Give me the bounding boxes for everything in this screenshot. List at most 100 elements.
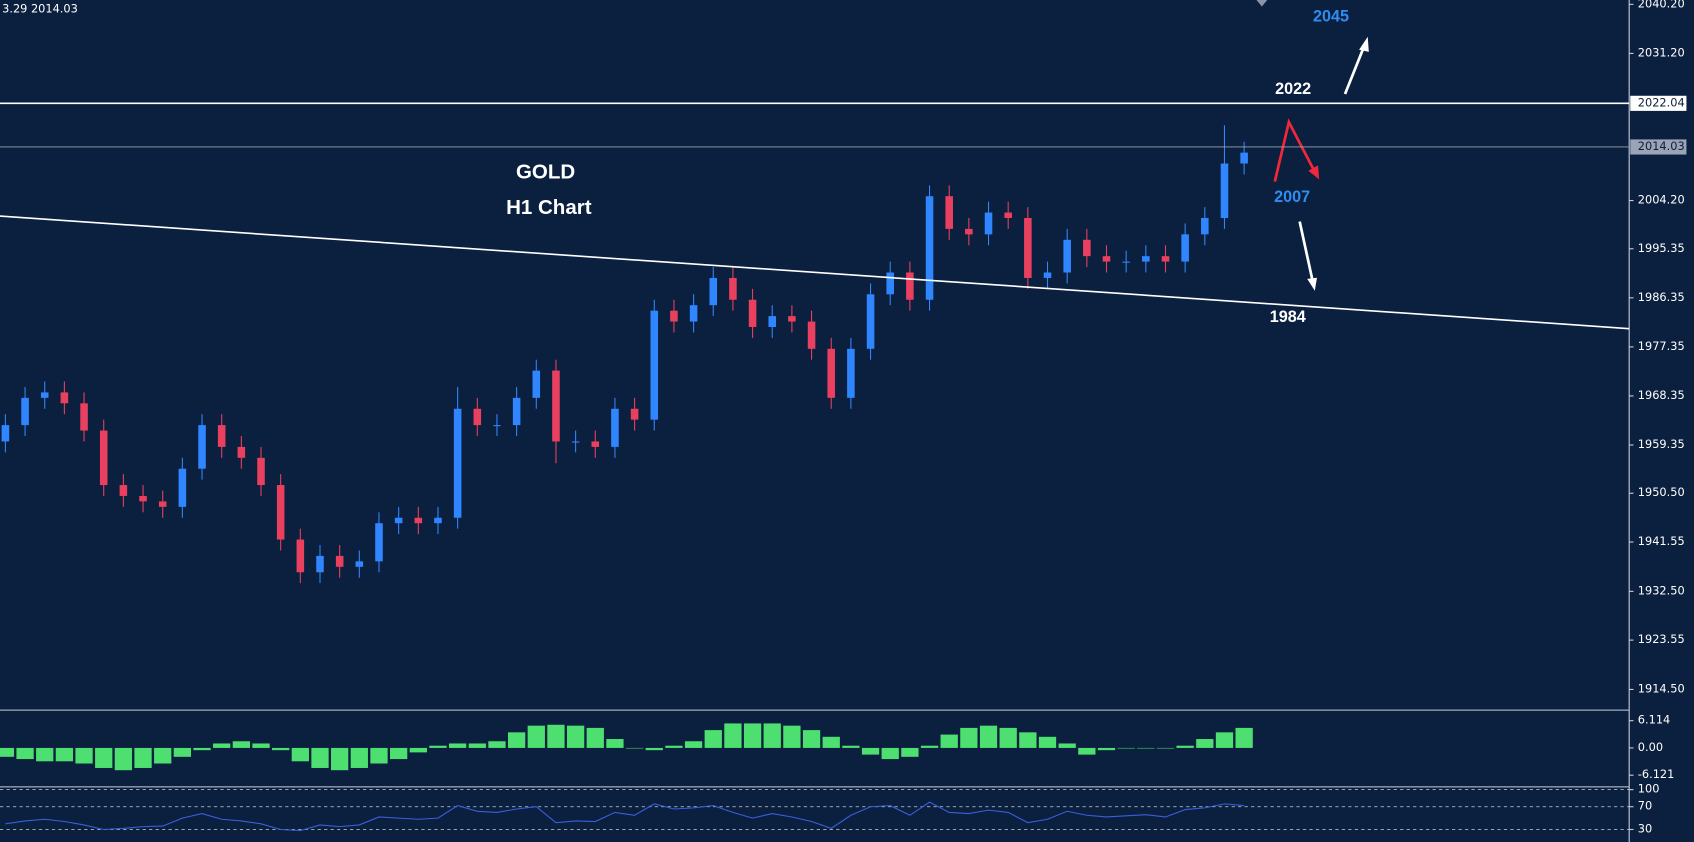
y-tick-label: 1968.35 bbox=[1638, 388, 1685, 402]
candle-body bbox=[99, 430, 108, 486]
histogram-bar bbox=[75, 747, 93, 764]
histogram-bar bbox=[842, 745, 860, 748]
histogram-bar bbox=[547, 724, 565, 748]
annotation: H1 Chart bbox=[506, 196, 592, 219]
histogram-bar bbox=[763, 723, 781, 748]
histogram-bar bbox=[173, 747, 192, 757]
histogram-bar bbox=[1097, 747, 1116, 751]
candle-body bbox=[945, 196, 953, 229]
candle-body bbox=[394, 517, 403, 524]
histogram-bar bbox=[625, 747, 644, 749]
histogram-bar bbox=[114, 747, 133, 771]
candle-body bbox=[257, 457, 265, 486]
histogram-bar bbox=[645, 747, 663, 751]
histogram-bar bbox=[507, 732, 526, 748]
histogram-bar bbox=[1058, 743, 1076, 748]
candle-body bbox=[1142, 256, 1150, 262]
candle-body bbox=[1102, 256, 1111, 262]
y-tick-label: 2004.20 bbox=[1638, 193, 1685, 207]
annotation: GOLD bbox=[516, 160, 575, 183]
candle-body bbox=[925, 196, 934, 300]
candle-body bbox=[40, 392, 49, 398]
y-tick-label: 30 bbox=[1638, 821, 1652, 835]
candle-body bbox=[1024, 218, 1032, 278]
histogram-bar bbox=[743, 723, 762, 748]
histogram-bar bbox=[213, 743, 231, 748]
candle-body bbox=[788, 316, 796, 322]
histogram-bar bbox=[802, 730, 821, 748]
candle-body bbox=[807, 321, 816, 349]
candle-body bbox=[1181, 234, 1189, 262]
price-label: 2022.04 bbox=[1638, 95, 1685, 109]
candle-body bbox=[158, 501, 167, 507]
histogram-bar bbox=[350, 747, 368, 768]
y-tick-label: 100 bbox=[1638, 782, 1660, 796]
histogram-bar bbox=[999, 727, 1017, 748]
histogram-bar bbox=[409, 747, 427, 753]
candle-body bbox=[453, 408, 462, 518]
trendline bbox=[0, 215, 1630, 330]
arrow bbox=[1298, 221, 1314, 282]
histogram-bar bbox=[724, 723, 742, 748]
candle-body bbox=[965, 228, 973, 235]
histogram-bar bbox=[55, 747, 74, 762]
histogram-bar bbox=[979, 725, 998, 748]
histogram-bar bbox=[370, 747, 388, 764]
candle-body bbox=[650, 310, 659, 420]
histogram-bar bbox=[783, 725, 801, 748]
candle-body bbox=[473, 408, 482, 426]
histogram-bar bbox=[1235, 727, 1253, 748]
y-tick-label: 6.114 bbox=[1638, 713, 1670, 727]
candle-body bbox=[1220, 163, 1229, 219]
histogram-bar bbox=[272, 747, 290, 751]
arrows bbox=[1273, 36, 1369, 291]
candle-body bbox=[552, 370, 560, 442]
histogram-bar bbox=[1137, 747, 1155, 749]
candle-body bbox=[276, 485, 285, 540]
histogram-bar bbox=[822, 736, 840, 748]
annotation: 2007 bbox=[1274, 188, 1310, 206]
histogram-bar bbox=[488, 741, 506, 748]
y-tick-label: 1923.55 bbox=[1638, 632, 1685, 646]
candle-body bbox=[866, 294, 875, 349]
candle-body bbox=[1240, 152, 1248, 164]
candle-body bbox=[1161, 256, 1170, 262]
y-tick-label: 1932.50 bbox=[1638, 583, 1685, 597]
histogram-bar bbox=[1156, 747, 1175, 749]
candle-body bbox=[689, 305, 698, 322]
histogram-bar bbox=[429, 745, 447, 748]
histogram-bar bbox=[704, 730, 722, 748]
annotation: 2045 bbox=[1313, 8, 1349, 26]
y-tick-label: -6.121 bbox=[1638, 767, 1675, 781]
candle-body bbox=[355, 561, 364, 567]
histogram-bar bbox=[1215, 732, 1234, 748]
candle-body bbox=[532, 370, 541, 398]
candle-body bbox=[434, 517, 442, 524]
histogram-bar bbox=[291, 747, 309, 762]
candle-body bbox=[335, 555, 344, 567]
histogram-bar bbox=[1196, 739, 1214, 748]
y-tick-label: 1914.50 bbox=[1638, 681, 1685, 695]
candle-body bbox=[768, 316, 777, 328]
candle-body bbox=[1201, 218, 1209, 235]
candle-body bbox=[512, 397, 521, 426]
histogram-bar bbox=[665, 745, 683, 748]
annotation: 2022 bbox=[1275, 80, 1311, 98]
candle-body bbox=[21, 397, 29, 426]
shift-marker bbox=[1256, 0, 1268, 7]
histogram-bar bbox=[861, 747, 880, 755]
indicator-line bbox=[5, 801, 1245, 832]
histogram-bar bbox=[193, 747, 211, 751]
candle-body bbox=[217, 425, 226, 447]
y-tick-label: 1986.35 bbox=[1638, 290, 1685, 304]
y-tick-label: 1995.35 bbox=[1638, 241, 1685, 255]
y-tick-label: 70 bbox=[1638, 799, 1652, 813]
header-text: 3.29 2014.03 bbox=[2, 2, 78, 16]
candle-body bbox=[198, 425, 206, 469]
candle-body bbox=[1004, 212, 1012, 219]
arrow bbox=[1273, 118, 1315, 182]
y-tick-label: 1941.55 bbox=[1638, 534, 1685, 548]
